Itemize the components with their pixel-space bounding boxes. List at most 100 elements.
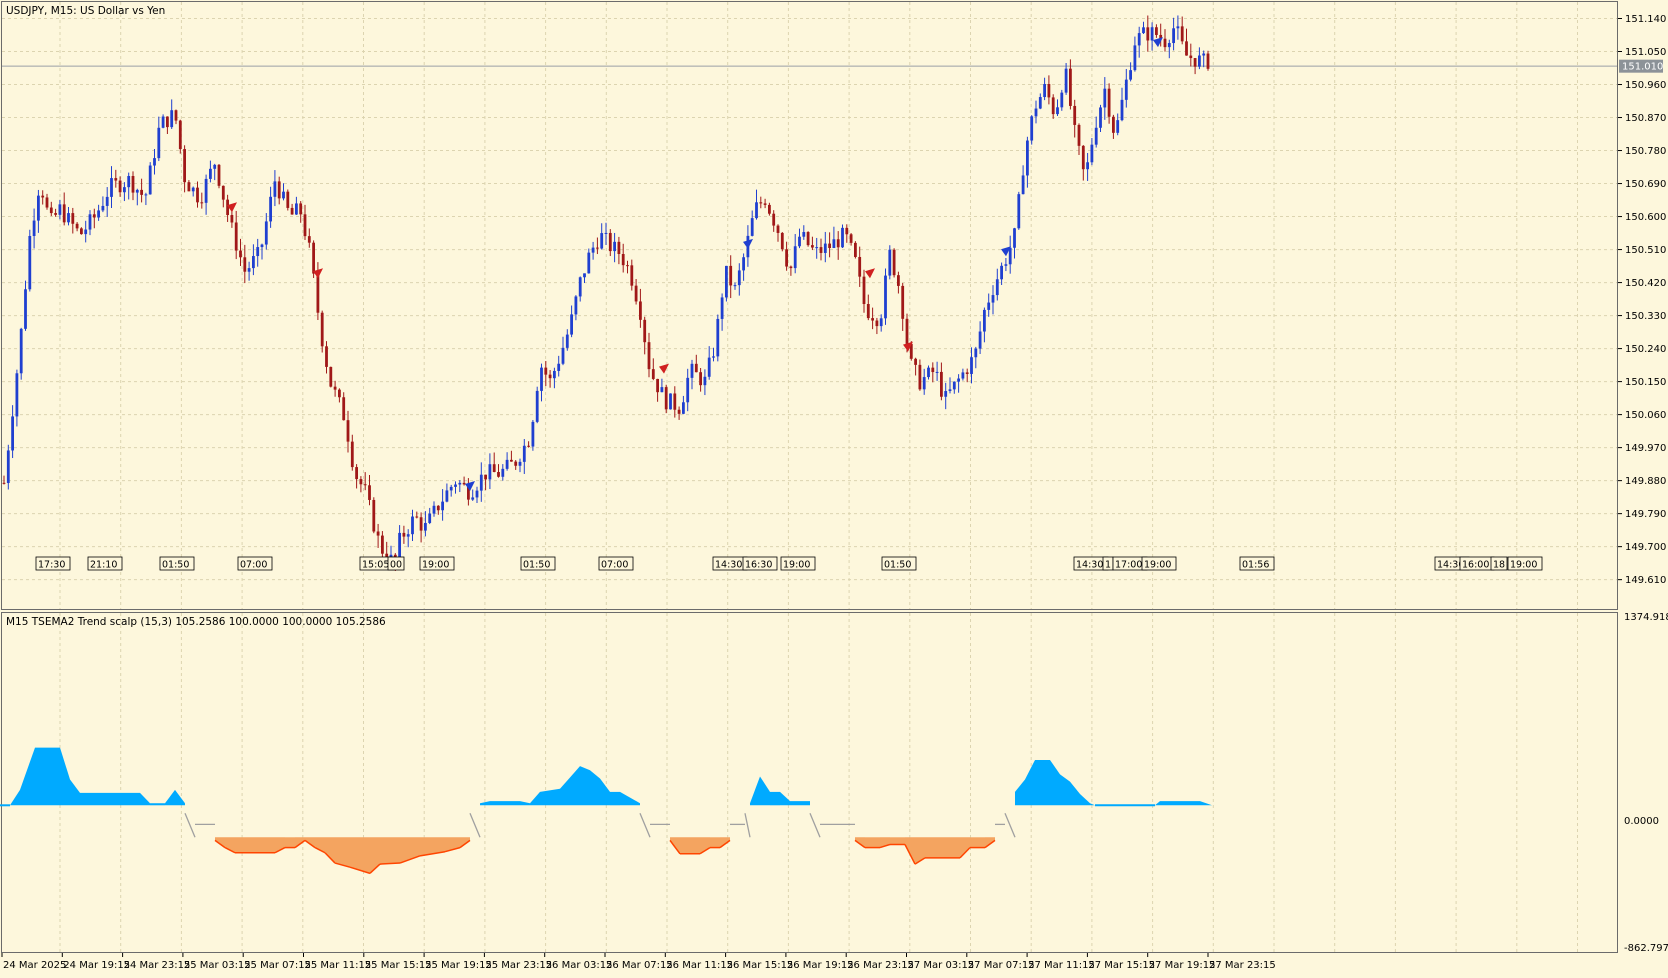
price-tick-label: 150.420 bbox=[1625, 278, 1666, 289]
candle-body bbox=[897, 275, 900, 286]
price-tick-label: 150.780 bbox=[1625, 146, 1666, 157]
time-marker-label: 07:00 bbox=[601, 560, 628, 571]
candle-body bbox=[927, 367, 930, 378]
histogram-down-segment bbox=[890, 837, 905, 845]
candle-body bbox=[1073, 105, 1077, 125]
histogram-up-segment bbox=[1080, 793, 1090, 806]
candle-body bbox=[252, 256, 255, 269]
candle-body bbox=[656, 378, 659, 393]
candle-body bbox=[471, 497, 475, 500]
histogram-down-edge bbox=[959, 847, 971, 859]
histogram-up-segment bbox=[70, 779, 80, 806]
candle-body bbox=[221, 185, 225, 200]
candle-body bbox=[858, 256, 862, 277]
time-marker-labels: 17:30 21:10 01:50 07:00 15:05 00 19:00 01:50 07:… bbox=[35, 556, 1543, 571]
candle-body bbox=[140, 189, 143, 195]
indicator-pane[interactable]: M15 TSEMA2 Trend scalp (15,3) 105.2586 1… bbox=[0, 612, 1618, 953]
candle-body bbox=[630, 265, 634, 286]
histogram-down-segment bbox=[335, 837, 350, 868]
histogram-down-edge bbox=[334, 862, 351, 868]
signal-arrow-icon bbox=[903, 341, 913, 352]
histogram-up-segment bbox=[540, 788, 560, 806]
histogram-down-edge bbox=[274, 846, 286, 854]
histogram-down-edge bbox=[369, 863, 381, 874]
candle-body bbox=[694, 363, 698, 373]
candle-body bbox=[415, 516, 419, 518]
candle-body bbox=[273, 181, 277, 197]
histogram-down-edge bbox=[214, 839, 226, 849]
candle-body bbox=[836, 239, 840, 248]
candle-body bbox=[191, 187, 195, 192]
candle-body bbox=[677, 409, 681, 414]
histogram-down-edge bbox=[854, 839, 866, 849]
candle-body bbox=[961, 372, 965, 379]
time-marker-label: 15:05 bbox=[362, 560, 389, 571]
candle-body bbox=[686, 377, 690, 403]
candle-body bbox=[828, 243, 831, 248]
candle-body bbox=[819, 247, 823, 253]
histogram-up-segment bbox=[480, 801, 490, 806]
candle-body bbox=[548, 374, 552, 379]
candle-body bbox=[1060, 92, 1064, 108]
histogram-down-edge bbox=[419, 850, 446, 857]
candle-body bbox=[350, 441, 354, 468]
candle-body bbox=[561, 347, 565, 364]
candle-body bbox=[587, 252, 591, 274]
candle-body bbox=[144, 194, 148, 196]
neutral-line-segment bbox=[744, 813, 751, 838]
candle-body bbox=[875, 320, 879, 327]
time-marker-box bbox=[35, 556, 71, 571]
time-marker-box bbox=[87, 556, 123, 571]
time-marker-label: 14:30 bbox=[1076, 560, 1103, 571]
time-tick-label: 26 Mar 07:15 bbox=[606, 960, 673, 971]
candle-body bbox=[19, 328, 23, 374]
candle-body bbox=[424, 522, 427, 531]
histogram-up-segment bbox=[175, 789, 185, 806]
candle-body bbox=[1030, 116, 1034, 141]
candle-body bbox=[1107, 88, 1111, 117]
time-tick-label: 27 Mar 11:15 bbox=[1028, 960, 1095, 971]
time-tick-label: 25 Mar 03:15 bbox=[184, 960, 251, 971]
candle-body bbox=[940, 371, 943, 397]
price-tick-label: 149.970 bbox=[1625, 443, 1666, 454]
candle-body bbox=[1167, 43, 1171, 48]
histogram-up-segment bbox=[1160, 801, 1200, 806]
price-pane[interactable]: USDJPY, M15: US Dollar vs Yen 17:30 21:10… bbox=[1, 1, 1618, 610]
histogram-up-segment bbox=[520, 801, 530, 806]
candle-body bbox=[264, 221, 268, 245]
histogram-up-segment bbox=[20, 747, 35, 806]
histogram-up-segment bbox=[610, 791, 620, 806]
candle-body bbox=[716, 318, 720, 357]
candle-body bbox=[381, 535, 384, 554]
price-axis[interactable]: 151.140 151.050 150.960 150.870 150.780 150.6… bbox=[1618, 1, 1668, 610]
candle-body bbox=[583, 273, 586, 278]
candle-body bbox=[647, 342, 651, 370]
candle-body bbox=[811, 245, 814, 248]
histogram-up-segment bbox=[580, 766, 590, 806]
candle-body bbox=[544, 367, 548, 375]
candle-body bbox=[187, 182, 191, 192]
candle-body bbox=[166, 116, 169, 128]
candle-body bbox=[1206, 53, 1210, 69]
candle-body bbox=[15, 373, 19, 417]
candle-body bbox=[888, 249, 892, 276]
symbol-title: USDJPY, M15: US Dollar vs Yen bbox=[6, 5, 165, 17]
candle-body bbox=[127, 176, 131, 188]
histogram-up-segment bbox=[600, 778, 610, 806]
candle-body bbox=[196, 187, 199, 203]
candle-body bbox=[845, 227, 849, 235]
indicator-axis[interactable]: 1374.9182 0.0000 -862.7979 bbox=[1624, 612, 1668, 954]
candle-body bbox=[247, 268, 251, 272]
histogram-up-segment bbox=[1015, 779, 1025, 806]
candle-body bbox=[613, 241, 616, 252]
candle-body bbox=[608, 232, 612, 252]
candle-body bbox=[669, 393, 672, 410]
price-tick-label: 149.880 bbox=[1625, 476, 1666, 487]
candle-body bbox=[768, 204, 771, 214]
candle-body bbox=[316, 273, 320, 313]
price-tick-label: 151.140 bbox=[1625, 14, 1666, 25]
histogram-down-segment bbox=[905, 837, 915, 865]
candle-body bbox=[153, 158, 156, 166]
